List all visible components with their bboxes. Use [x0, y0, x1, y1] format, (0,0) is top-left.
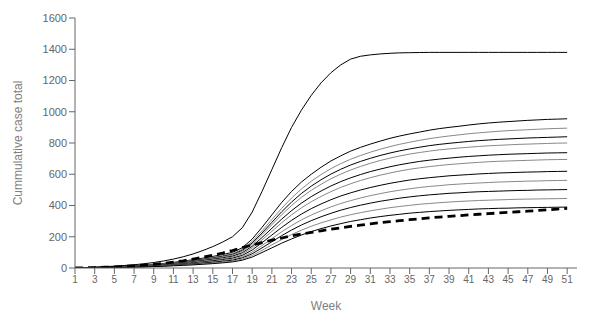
- svg-text:1200: 1200: [43, 74, 67, 86]
- svg-text:45: 45: [503, 274, 515, 285]
- svg-text:800: 800: [49, 137, 67, 149]
- svg-text:21: 21: [266, 274, 278, 285]
- svg-text:29: 29: [345, 274, 357, 285]
- svg-text:35: 35: [404, 274, 416, 285]
- svg-text:9: 9: [151, 274, 157, 285]
- svg-text:31: 31: [365, 274, 377, 285]
- svg-text:25: 25: [306, 274, 318, 285]
- svg-text:17: 17: [227, 274, 239, 285]
- svg-text:33: 33: [384, 274, 396, 285]
- svg-text:43: 43: [483, 274, 495, 285]
- svg-text:19: 19: [247, 274, 259, 285]
- svg-text:Cummulative case total: Cummulative case total: [11, 81, 25, 206]
- svg-text:47: 47: [522, 274, 534, 285]
- svg-text:1600: 1600: [43, 12, 67, 24]
- svg-text:1400: 1400: [43, 43, 67, 55]
- svg-text:39: 39: [443, 274, 455, 285]
- svg-text:13: 13: [188, 274, 200, 285]
- svg-text:5: 5: [112, 274, 118, 285]
- svg-text:41: 41: [463, 274, 475, 285]
- svg-text:Week: Week: [311, 299, 342, 313]
- svg-text:11: 11: [168, 274, 179, 285]
- svg-text:7: 7: [131, 274, 137, 285]
- svg-text:3: 3: [92, 274, 98, 285]
- svg-text:200: 200: [49, 231, 67, 243]
- svg-text:600: 600: [49, 168, 67, 180]
- svg-text:1: 1: [72, 274, 78, 285]
- svg-text:0: 0: [61, 262, 67, 274]
- svg-text:51: 51: [562, 274, 574, 285]
- svg-text:1000: 1000: [43, 106, 67, 118]
- svg-text:37: 37: [424, 274, 436, 285]
- svg-text:15: 15: [207, 274, 219, 285]
- svg-text:400: 400: [49, 199, 67, 211]
- svg-text:49: 49: [542, 274, 554, 285]
- svg-text:23: 23: [286, 274, 298, 285]
- svg-text:27: 27: [325, 274, 337, 285]
